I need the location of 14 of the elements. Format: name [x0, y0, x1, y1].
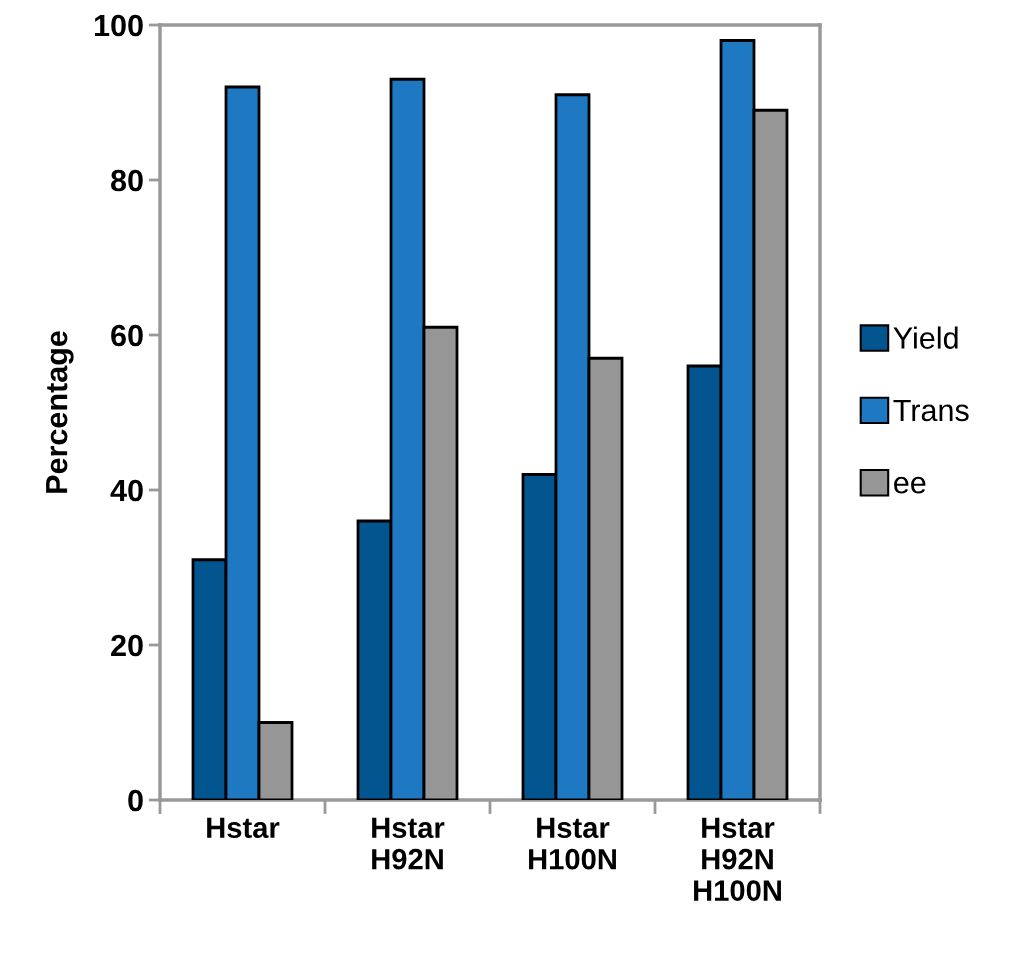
x-tick-label: Hstar H100N — [529, 817, 616, 870]
y-tick-label: 40 — [110, 479, 143, 502]
x-tick-label: Hstar H92N — [372, 817, 445, 870]
legend-label: Yield — [893, 326, 958, 349]
y-tick-label: 100 — [94, 14, 143, 37]
y-tick-label: 60 — [111, 324, 143, 347]
y-tick-label: 80 — [111, 169, 143, 192]
y-tick-label: 20 — [111, 634, 143, 657]
legend-label: ee — [894, 476, 926, 494]
x-tick-label: Hstar — [207, 817, 280, 839]
x-tick-label: Hstar H92N H100N — [694, 817, 781, 901]
legend-label: Trans — [893, 399, 969, 422]
y-axis-title: Percentage — [46, 331, 74, 493]
y-tick-label: 0 — [128, 789, 143, 812]
